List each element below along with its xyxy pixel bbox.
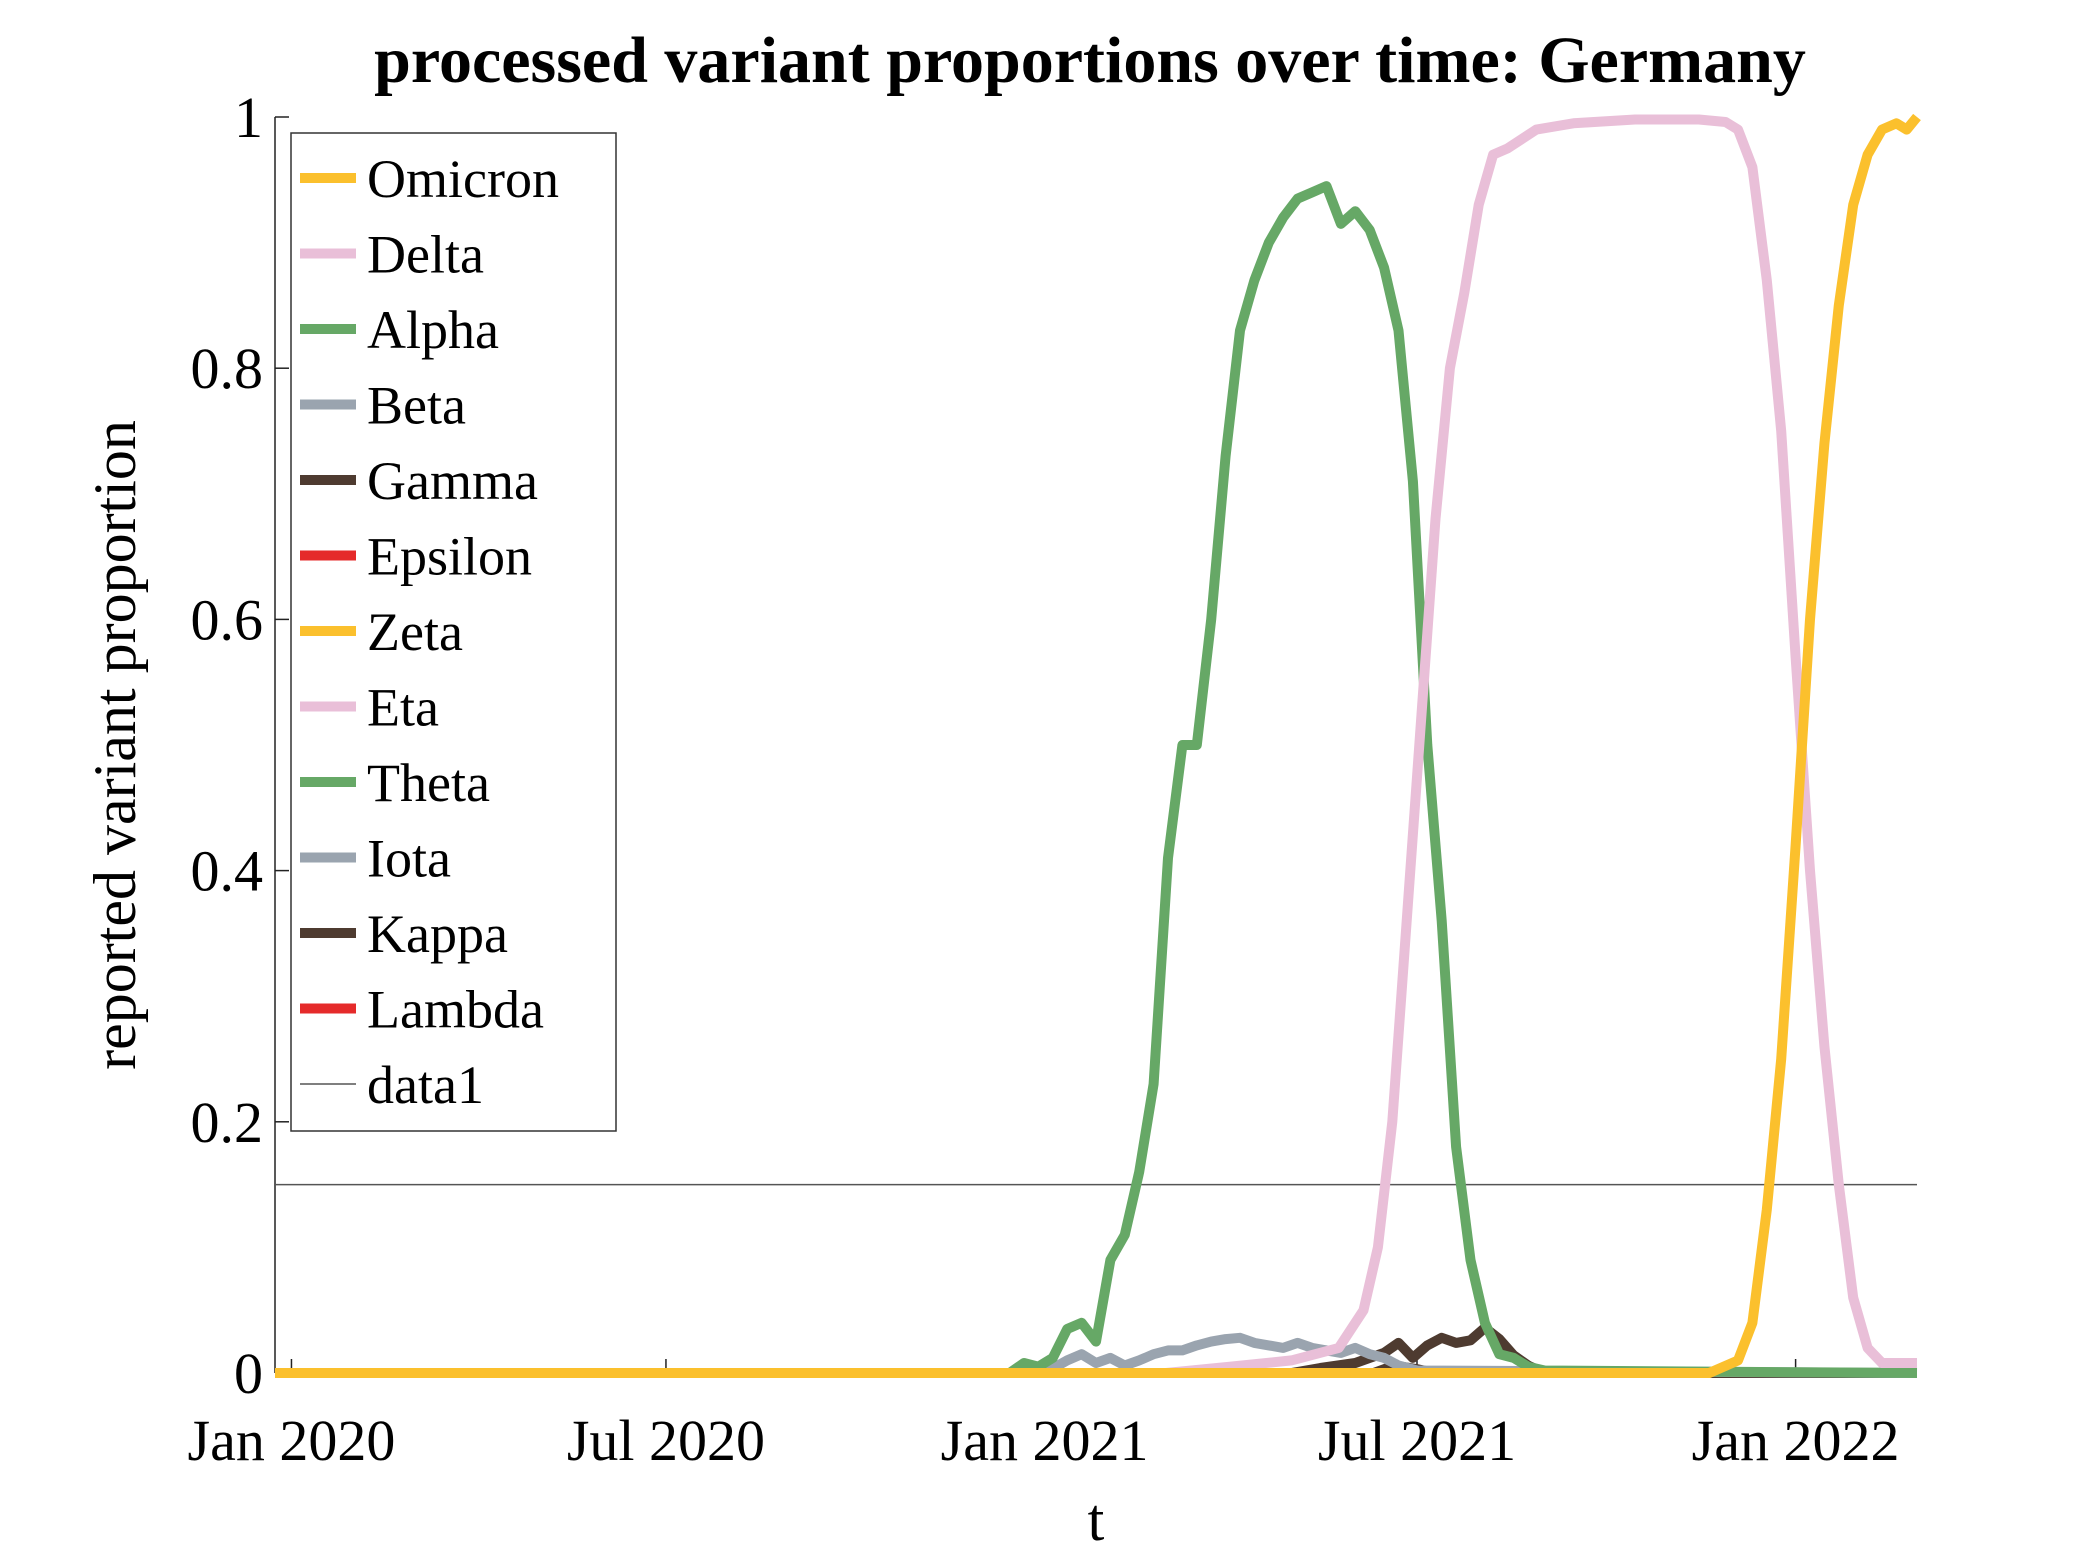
- y-tick-label: 0.8: [191, 336, 264, 401]
- x-tick-label: Jan 2020: [188, 1408, 396, 1473]
- y-tick-label: 1: [234, 85, 263, 150]
- x-axis-label: t: [1088, 1487, 1105, 1546]
- legend-label: Alpha: [367, 300, 499, 360]
- y-tick-label: 0.2: [191, 1090, 264, 1155]
- legend: Omicron Delta Alpha Beta Gamma Epsilon Zeta Eta…: [290, 132, 617, 1132]
- x-tick-label: Jan 2021: [941, 1408, 1149, 1473]
- y-axis-label: reported variant proportion: [82, 420, 148, 1070]
- legend-label: Beta: [367, 376, 466, 436]
- x-tick-label: Jul 2021: [1318, 1408, 1516, 1473]
- legend-label: Gamma: [367, 451, 538, 511]
- y-ticks: 0 0.2 0.4 0.6 0.8 1: [191, 85, 289, 1406]
- x-tick-label: Jan 2022: [1692, 1408, 1900, 1473]
- legend-label: Zeta: [367, 602, 463, 662]
- x-ticks: Jan 2020 Jul 2020 Jan 2021 Jul 2021 Jan 2022: [188, 1359, 1900, 1473]
- y-tick-label: 0.4: [191, 839, 264, 904]
- series-line-omicron: [275, 113, 1921, 1378]
- legend-label: Kappa: [367, 904, 508, 964]
- x-tick-label: Jul 2020: [567, 1408, 765, 1473]
- chart-title: processed variant proportions over time:…: [374, 24, 1806, 97]
- legend-label: Eta: [367, 678, 439, 738]
- series-line-delta: [275, 114, 1917, 1378]
- legend-label: Theta: [367, 753, 490, 813]
- y-tick-label: 0.6: [191, 587, 264, 652]
- y-tick-label: 0: [234, 1341, 263, 1406]
- legend-label: data1: [367, 1055, 484, 1115]
- series-layer: [275, 113, 1921, 1378]
- legend-label: Delta: [367, 225, 484, 285]
- legend-box: [290, 132, 617, 1132]
- legend-label: Omicron: [367, 149, 559, 209]
- legend-label: Iota: [367, 829, 451, 889]
- series-line-beta: [275, 1332, 1918, 1378]
- legend-items: Omicron Delta Alpha Beta Gamma Epsilon Zeta Eta…: [300, 149, 559, 1115]
- legend-label: Lambda: [367, 980, 544, 1040]
- series-line-alpha: [275, 181, 1918, 1378]
- legend-label: Epsilon: [367, 527, 532, 587]
